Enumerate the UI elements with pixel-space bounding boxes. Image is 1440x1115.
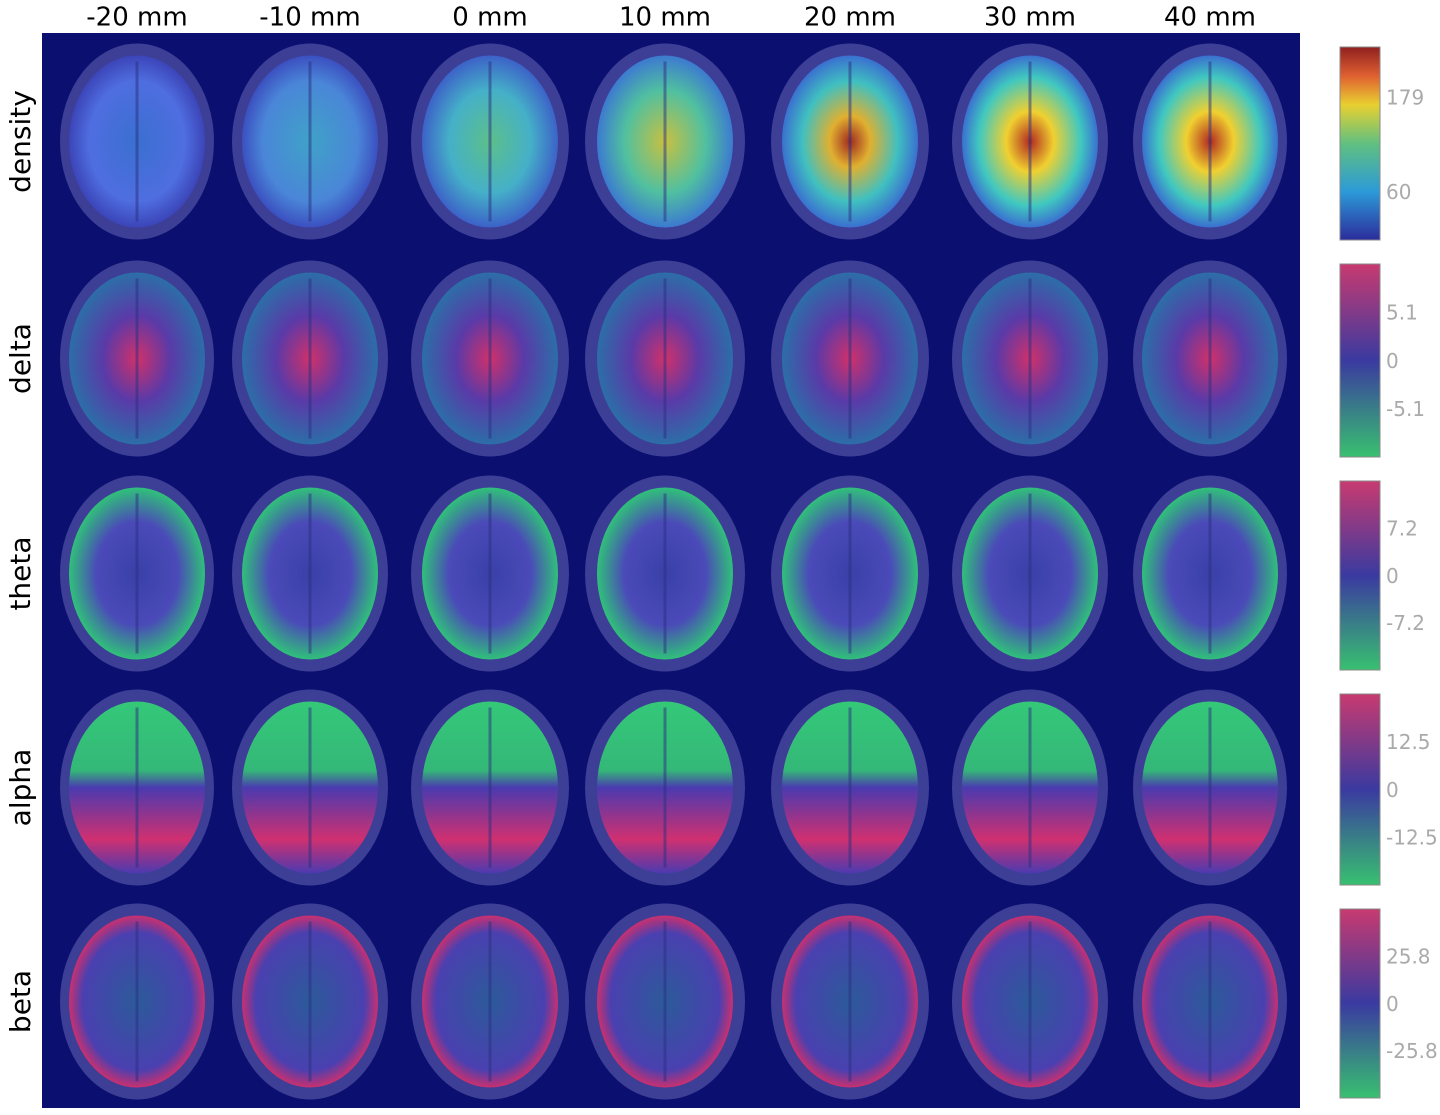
colorbar-tick-label: 60 xyxy=(1386,180,1411,204)
colorbar xyxy=(1339,46,1381,241)
colorbar xyxy=(1339,908,1381,1099)
colorbar-tick-label: -7.2 xyxy=(1386,611,1425,635)
column-label: 40 mm xyxy=(1164,3,1256,33)
row-label: theta xyxy=(4,536,37,610)
colorbar-tick-label: -12.5 xyxy=(1386,826,1438,850)
colorbar-tick-label: 179 xyxy=(1386,86,1424,110)
column-label: 30 mm xyxy=(984,3,1076,33)
colorbar-tick-label: 0 xyxy=(1386,349,1399,373)
row-label: alpha xyxy=(4,749,37,827)
colorbar-tick-label: 12.5 xyxy=(1386,730,1431,754)
row-label: density xyxy=(4,90,37,193)
column-label: -10 mm xyxy=(259,3,360,33)
colorbar-tick-label: -5.1 xyxy=(1386,397,1425,421)
colorbar xyxy=(1339,480,1381,671)
column-label: 0 mm xyxy=(452,3,527,33)
column-label: 10 mm xyxy=(619,3,711,33)
colorbar-tick-label: 7.2 xyxy=(1386,517,1418,541)
colorbar-tick-label: 5.1 xyxy=(1386,301,1418,325)
colorbar-tick-label: 25.8 xyxy=(1386,945,1431,969)
colorbar xyxy=(1339,263,1381,458)
column-label: 20 mm xyxy=(804,3,896,33)
column-label: -20 mm xyxy=(86,3,187,33)
row-label: delta xyxy=(4,323,37,394)
colorbar xyxy=(1339,693,1381,886)
row-label: beta xyxy=(4,970,37,1033)
colorbar-tick-label: 0 xyxy=(1386,778,1399,802)
colorbar-tick-label: -25.8 xyxy=(1386,1039,1438,1063)
colorbar-tick-label: 0 xyxy=(1386,992,1399,1016)
colorbar-tick-label: 0 xyxy=(1386,564,1399,588)
